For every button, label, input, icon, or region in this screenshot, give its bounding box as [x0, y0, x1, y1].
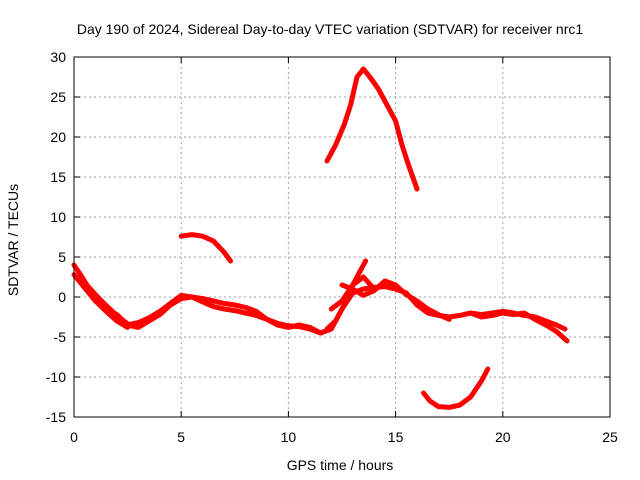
y-tick-label: 25 — [50, 89, 66, 105]
series-pass-7 — [328, 274, 377, 312]
x-axis-label: GPS time / hours — [287, 457, 394, 473]
x-tick-label: 10 — [281, 429, 297, 445]
x-tick-label: 25 — [602, 429, 618, 445]
series-pass-11 — [421, 366, 491, 410]
y-tick-label: 20 — [50, 129, 66, 145]
y-tick-label: 10 — [50, 209, 66, 225]
series-pass-4 — [114, 292, 324, 336]
y-tick-label: 5 — [58, 249, 66, 265]
x-tick-label: 20 — [495, 429, 511, 445]
y-tick-label: 15 — [50, 169, 66, 185]
y-tick-label: -5 — [54, 329, 67, 345]
series-pass-9 — [178, 232, 233, 264]
series-pass-8 — [468, 310, 570, 344]
y-axis-label: SDTVAR / TECUs — [5, 184, 21, 296]
series-pass-6 — [339, 278, 452, 322]
axis-ticks: 0 5 10 15 20 25 -15 -10 -5 0 5 10 15 20 25 30 — [46, 49, 618, 445]
y-tick-label: -15 — [46, 409, 66, 425]
series-pass-10 — [324, 66, 420, 192]
grid-lines — [74, 57, 610, 417]
data-series — [71, 66, 570, 410]
chart-title: Day 190 of 2024, Sidereal Day-to-day VTE… — [77, 21, 583, 37]
x-tick-label: 15 — [388, 429, 404, 445]
plot-frame — [73, 56, 611, 418]
x-tick-label: 5 — [177, 429, 185, 445]
y-tick-label: 0 — [58, 289, 66, 305]
y-tick-label: -10 — [46, 369, 66, 385]
series-pass-3 — [103, 284, 568, 336]
x-tick-label: 0 — [70, 429, 78, 445]
y-tick-label: 30 — [50, 49, 66, 65]
